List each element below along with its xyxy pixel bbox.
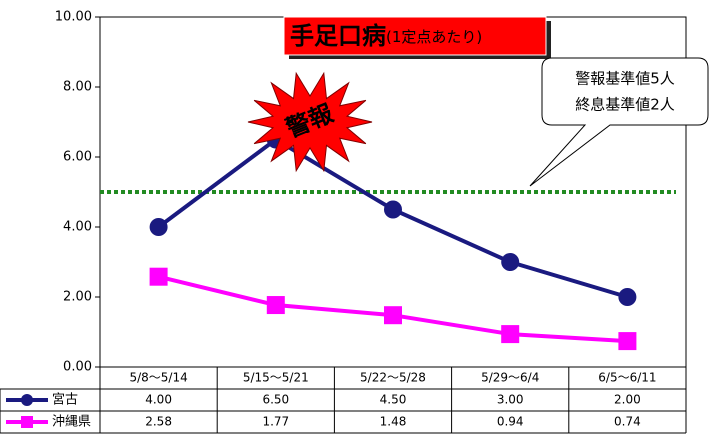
point: [501, 253, 520, 271]
x-tick-label: 5/8～5/14: [129, 371, 187, 385]
legend-label: 沖縄県: [52, 415, 91, 430]
table-cell: 2.00: [614, 393, 641, 407]
legend-marker: [21, 416, 33, 428]
y-tick-label: 8.00: [63, 80, 92, 95]
point: [618, 288, 637, 306]
x-tick-label: 5/29～6/4: [481, 371, 539, 385]
y-tick-label: 2.00: [63, 290, 92, 305]
table-cell: 3.00: [497, 393, 524, 407]
table-cell: 0.74: [614, 415, 641, 429]
x-tick-label: 5/15～5/21: [243, 371, 309, 385]
callout-text: 終息基準値2人: [575, 96, 675, 114]
point: [149, 267, 168, 286]
burst: [247, 71, 373, 173]
table-cell: 6.50: [262, 393, 289, 407]
table-cell: 1.77: [262, 415, 289, 429]
point: [384, 306, 402, 325]
title-sub: (1定点あたり): [386, 28, 482, 46]
legend-marker: [21, 394, 33, 406]
table-cell: 1.48: [380, 415, 407, 429]
callout-text: 警報基準値5人: [575, 70, 675, 88]
x-tick-label: 6/5～6/11: [598, 371, 656, 385]
y-tick-label: 4.00: [63, 220, 92, 235]
table-cell: 2.58: [145, 415, 172, 429]
legend-label: 宮古: [52, 392, 78, 408]
chart-title: 手足口病(1定点あたり): [290, 22, 482, 50]
y-tick-label: 10.00: [55, 10, 92, 25]
point: [501, 325, 520, 344]
callout: [529, 57, 709, 187]
x-tick-label: 5/22～5/28: [360, 371, 426, 385]
table-cell: 4.50: [380, 393, 407, 407]
point: [618, 332, 637, 351]
y-tick-label: 0.00: [63, 360, 92, 375]
title-box: [283, 16, 547, 56]
table-cell: 0.94: [497, 415, 524, 429]
y-tick-label: 6.00: [63, 150, 92, 165]
point: [149, 218, 168, 236]
point: [266, 296, 285, 315]
table-cell: 4.00: [145, 393, 172, 407]
title-main: 手足口病: [290, 22, 386, 50]
point: [384, 200, 402, 219]
